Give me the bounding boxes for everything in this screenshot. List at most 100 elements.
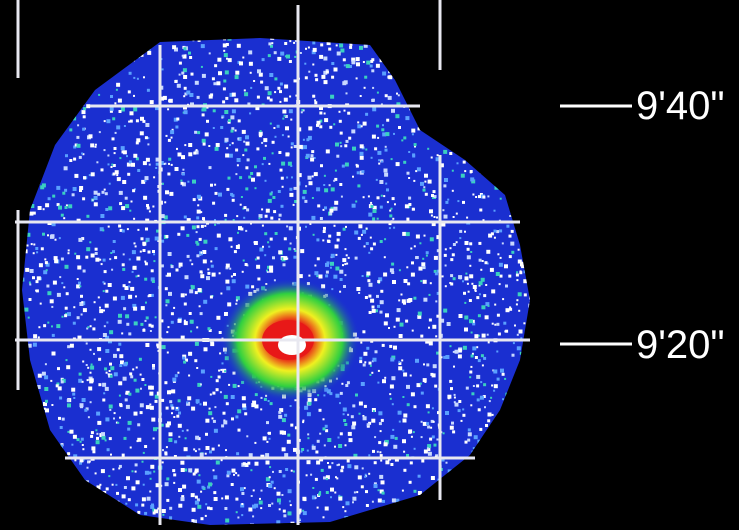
speckle — [459, 314, 463, 318]
speckle — [306, 154, 310, 158]
speckle — [66, 359, 68, 361]
speckle — [424, 181, 426, 183]
speckle — [517, 334, 519, 336]
speckle — [188, 468, 192, 472]
speckle — [233, 273, 236, 276]
speckle — [306, 138, 309, 141]
speckle — [66, 58, 70, 62]
speckle — [370, 247, 373, 250]
speckle — [270, 193, 273, 196]
speckle — [82, 110, 86, 114]
speckle — [534, 292, 538, 296]
speckle — [344, 423, 347, 426]
speckle — [307, 412, 311, 416]
speckle — [53, 460, 55, 462]
speckle — [505, 424, 509, 428]
speckle — [169, 507, 172, 510]
speckle — [456, 146, 458, 148]
speckle — [147, 497, 151, 501]
speckle — [220, 391, 222, 393]
speckle — [308, 401, 312, 405]
speckle — [102, 383, 106, 387]
speckle — [90, 372, 92, 374]
speckle — [192, 508, 196, 512]
speckle — [118, 320, 122, 324]
speckle — [59, 237, 61, 239]
speckle — [303, 511, 307, 515]
speckle — [141, 306, 145, 310]
speckle — [91, 364, 93, 366]
speckle — [119, 110, 122, 113]
speckle — [203, 402, 207, 406]
speckle — [104, 270, 107, 273]
speckle — [519, 395, 523, 399]
speckle — [116, 125, 120, 129]
speckle — [225, 97, 228, 100]
speckle — [84, 409, 87, 412]
speckle — [512, 201, 516, 205]
speckle — [88, 37, 91, 40]
speckle — [103, 290, 105, 292]
speckle — [518, 310, 520, 312]
speckle — [391, 109, 395, 113]
speckle — [504, 475, 508, 479]
speckle — [223, 80, 226, 83]
speckle — [260, 408, 262, 410]
speckle — [129, 281, 131, 283]
speckle — [153, 260, 155, 262]
speckle — [271, 503, 273, 505]
speckle — [22, 438, 25, 441]
speckle — [482, 334, 486, 338]
speckle — [315, 451, 318, 454]
speckle — [458, 491, 462, 495]
speckle — [416, 235, 420, 239]
speckle — [523, 150, 525, 152]
speckle — [513, 342, 515, 344]
speckle — [516, 96, 519, 99]
speckle — [285, 126, 289, 130]
speckle — [389, 393, 391, 395]
speckle — [196, 254, 199, 257]
speckle — [469, 481, 472, 484]
speckle — [181, 182, 184, 185]
speckle — [137, 423, 140, 426]
speckle — [118, 225, 121, 228]
speckle — [487, 195, 489, 197]
speckle — [468, 291, 470, 293]
speckle — [423, 186, 425, 188]
speckle — [429, 319, 432, 322]
speckle — [284, 85, 288, 89]
speckle — [406, 232, 410, 236]
speckle — [224, 507, 227, 510]
speckle — [518, 249, 520, 251]
speckle — [86, 480, 89, 483]
speckle — [111, 164, 113, 166]
speckle — [494, 210, 496, 212]
speckle — [328, 48, 331, 51]
speckle — [50, 49, 54, 53]
speckle — [343, 58, 346, 61]
speckle — [128, 393, 131, 396]
speckle — [269, 266, 273, 270]
speckle — [130, 58, 132, 60]
speckle — [323, 394, 325, 396]
speckle — [408, 177, 410, 179]
speckle — [291, 146, 293, 148]
speckle — [509, 235, 512, 238]
speckle — [32, 170, 36, 174]
speckle — [119, 157, 121, 159]
speckle — [418, 491, 422, 495]
speckle — [483, 509, 487, 513]
speckle — [74, 459, 76, 461]
speckle — [325, 263, 329, 267]
speckle — [288, 511, 292, 515]
speckle — [231, 417, 234, 420]
speckle — [185, 437, 187, 439]
speckle — [389, 345, 392, 348]
speckle — [476, 375, 480, 379]
speckle — [272, 471, 274, 473]
speckle — [351, 60, 355, 64]
speckle — [334, 201, 338, 205]
speckle — [139, 358, 142, 361]
speckle — [229, 268, 231, 270]
